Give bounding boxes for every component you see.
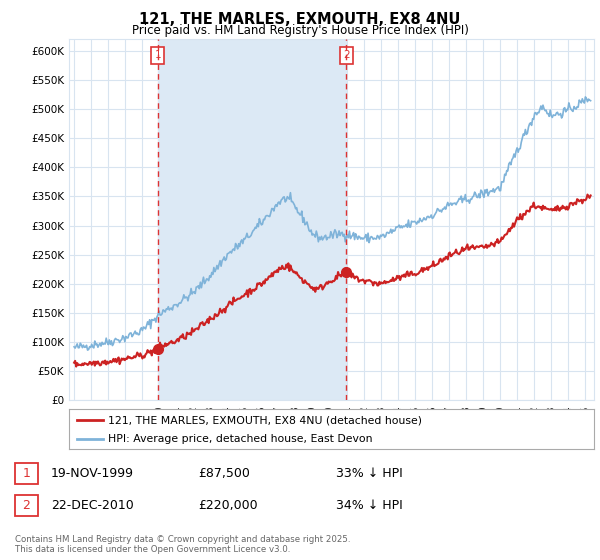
Text: 2: 2 — [22, 498, 31, 512]
Bar — [158, 39, 346, 400]
Text: 1: 1 — [154, 50, 161, 60]
Text: £87,500: £87,500 — [198, 466, 250, 480]
Text: 22-DEC-2010: 22-DEC-2010 — [51, 498, 134, 512]
Text: HPI: Average price, detached house, East Devon: HPI: Average price, detached house, East… — [109, 434, 373, 444]
Text: 121, THE MARLES, EXMOUTH, EX8 4NU: 121, THE MARLES, EXMOUTH, EX8 4NU — [139, 12, 461, 27]
Text: 34% ↓ HPI: 34% ↓ HPI — [336, 498, 403, 512]
Text: 2: 2 — [343, 50, 350, 60]
Text: 121, THE MARLES, EXMOUTH, EX8 4NU (detached house): 121, THE MARLES, EXMOUTH, EX8 4NU (detac… — [109, 415, 422, 425]
Text: 1: 1 — [22, 466, 31, 480]
Text: 33% ↓ HPI: 33% ↓ HPI — [336, 466, 403, 480]
Text: Contains HM Land Registry data © Crown copyright and database right 2025.
This d: Contains HM Land Registry data © Crown c… — [15, 535, 350, 554]
Text: 19-NOV-1999: 19-NOV-1999 — [51, 466, 134, 480]
Text: £220,000: £220,000 — [198, 498, 257, 512]
Text: Price paid vs. HM Land Registry's House Price Index (HPI): Price paid vs. HM Land Registry's House … — [131, 24, 469, 36]
